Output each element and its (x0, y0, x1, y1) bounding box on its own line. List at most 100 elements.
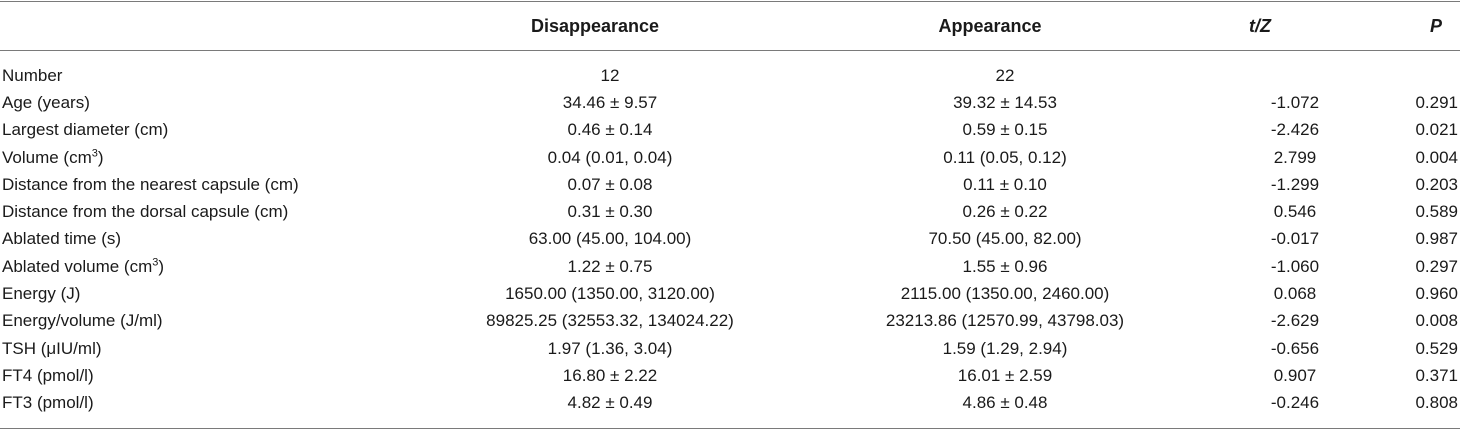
disappearance-value: 34.46 ± 9.57 (562, 92, 658, 112)
appearance-value: 0.26 ± 0.22 (962, 202, 1048, 222)
disappearance-value: 0.04 (0.01, 0.04) (547, 147, 673, 167)
p-value: 0.589 (1415, 202, 1458, 222)
t-z-value: 2.799 (1273, 147, 1317, 167)
table-row: TSH (μIU/ml) 1.97 (1.36, 3.04) 1.59 (1.29,… (0, 335, 1460, 362)
t-z-value: -1.299 (1270, 174, 1320, 194)
row-label: Ablated time (s) (0, 226, 400, 253)
appearance-value: 70.50 (45.00, 82.00) (928, 229, 1082, 249)
row-label: Ablated volume (cm3) (0, 253, 400, 280)
appearance-value: 4.86 ± 0.48 (962, 393, 1048, 413)
row-label: Number (0, 52, 400, 89)
table-row: Energy (J) 1650.00 (1350.00, 3120.00) 2115… (0, 280, 1460, 307)
row-label-text: Number (2, 65, 63, 85)
row-label-text: Energy/volume (J/ml) (2, 311, 163, 331)
row-label: FT3 (pmol/l) (0, 390, 400, 417)
bottom-rule (0, 428, 1460, 429)
row-label: FT4 (pmol/l) (0, 362, 400, 389)
appearance-value: 39.32 ± 14.53 (953, 92, 1057, 112)
disappearance-value: 1.97 (1.36, 3.04) (547, 338, 673, 358)
appearance-value: 0.11 (0.05, 0.12) (943, 147, 1067, 167)
disappearance-value: 1650.00 (1350.00, 3120.00) (505, 284, 715, 304)
table-row: Age (years) 34.46 ± 9.57 39.32 ± 14.53 -1.0… (0, 89, 1460, 116)
appearance-value: 23213.86 (12570.99, 43798.03) (885, 311, 1125, 331)
t-z-value: -1.060 (1270, 256, 1320, 276)
disappearance-value: 0.07 ± 0.08 (567, 174, 653, 194)
disappearance-value: 12 (600, 65, 620, 85)
row-label: Age (years) (0, 89, 400, 116)
row-label: Energy/volume (J/ml) (0, 308, 400, 335)
t-z-value: -2.426 (1270, 120, 1320, 140)
row-label-suffix: ) (158, 256, 165, 276)
row-label-text: FT3 (pmol/l) (2, 393, 94, 413)
top-rule (0, 1, 1460, 2)
p-value (1360, 52, 1460, 89)
appearance-value: 0.11 ± 0.10 (963, 174, 1047, 194)
p-value: 0.371 (1415, 365, 1458, 385)
row-label-text: Distance from the dorsal capsule (cm) (2, 202, 289, 222)
p-value: 0.987 (1415, 229, 1458, 249)
appearance-value: 1.55 ± 0.96 (962, 256, 1048, 276)
appearance-value: 2115.00 (1350.00, 2460.00) (900, 284, 1110, 304)
t-z-value: -0.017 (1270, 229, 1320, 249)
p-value: 0.529 (1415, 338, 1458, 358)
row-label-suffix: ) (97, 147, 104, 167)
table-row: Energy/volume (J/ml) 89825.25 (32553.32, … (0, 308, 1460, 335)
disappearance-value: 89825.25 (32553.32, 134024.22) (486, 311, 734, 331)
row-label: Distance from the dorsal capsule (cm) (0, 198, 400, 225)
p-value: 0.291 (1415, 92, 1458, 112)
header-disappearance: Disappearance (530, 15, 660, 36)
appearance-value: 1.59 (1.29, 2.94) (942, 338, 1068, 358)
row-label-text: TSH (μIU/ml) (2, 338, 102, 358)
t-z-value: -0.246 (1270, 393, 1320, 413)
row-label: Energy (J) (0, 280, 400, 307)
p-value: 0.808 (1415, 393, 1458, 413)
row-label: Distance from the nearest capsule (cm) (0, 171, 400, 198)
row-label-superscript: 3 (152, 256, 159, 269)
t-z-value: -1.072 (1270, 92, 1320, 112)
row-label-text: Ablated volume (cm (2, 256, 153, 276)
header-variable (0, 0, 400, 52)
appearance-value: 0.59 ± 0.15 (962, 120, 1048, 140)
row-label-text: Distance from the nearest capsule (cm) (2, 174, 299, 194)
table-header: Disappearance Appearance t/Z P (0, 0, 1460, 52)
p-value: 0.203 (1415, 174, 1458, 194)
disappearance-value: 4.82 ± 0.49 (567, 393, 653, 413)
t-z-value: -0.656 (1270, 338, 1320, 358)
table-row: Distance from the nearest capsule (cm) 0.… (0, 171, 1460, 198)
t-z-value: 0.068 (1273, 284, 1317, 304)
appearance-value: 22 (995, 65, 1015, 85)
row-label-text: Energy (J) (2, 284, 81, 304)
row-label: Volume (cm3) (0, 144, 400, 171)
row-label-text: Ablated time (s) (2, 229, 122, 249)
row-label: Largest diameter (cm) (0, 117, 400, 144)
disappearance-value: 63.00 (45.00, 104.00) (528, 229, 692, 249)
header-appearance: Appearance (938, 15, 1042, 36)
header-p: P (1429, 15, 1442, 36)
header-t-z: t/Z (1249, 15, 1271, 36)
table-row: FT3 (pmol/l) 4.82 ± 0.49 4.86 ± 0.48 -0.246… (0, 390, 1460, 417)
header-row: Disappearance Appearance t/Z P (0, 0, 1460, 52)
comparison-table: Disappearance Appearance t/Z P Number 12 2… (0, 0, 1460, 417)
t-z-value (1190, 52, 1360, 89)
header-rule (0, 50, 1460, 51)
table-row: FT4 (pmol/l) 16.80 ± 2.22 16.01 ± 2.59 0.90… (0, 362, 1460, 389)
row-label-text: Volume (cm (2, 147, 92, 167)
t-z-value: 0.546 (1273, 202, 1317, 222)
p-value: 0.297 (1415, 256, 1458, 276)
disappearance-value: 1.22 ± 0.75 (567, 256, 653, 276)
row-label-text: Largest diameter (cm) (2, 120, 169, 140)
disappearance-value: 16.80 ± 2.22 (562, 365, 658, 385)
disappearance-value: 0.46 ± 0.14 (567, 120, 653, 140)
disappearance-value: 0.31 ± 0.30 (567, 202, 653, 222)
t-z-value: -2.629 (1270, 311, 1320, 331)
t-z-value: 0.907 (1273, 365, 1317, 385)
table-row: Largest diameter (cm) 0.46 ± 0.14 0.59 ± 0… (0, 117, 1460, 144)
table-row: Distance from the dorsal capsule (cm) 0.3… (0, 198, 1460, 225)
table-row: Number 12 22 (0, 52, 1460, 89)
row-label-text: FT4 (pmol/l) (2, 365, 94, 385)
table-row: Volume (cm3) 0.04 (0.01, 0.04) 0.11 (0.05,… (0, 144, 1460, 171)
table-row: Ablated volume (cm3) 1.22 ± 0.75 1.55 ± 0.… (0, 253, 1460, 280)
table-body: Number 12 22 Age (years) 34.46 ± 9.57 39.32 ±… (0, 52, 1460, 417)
p-value: 0.008 (1415, 311, 1458, 331)
